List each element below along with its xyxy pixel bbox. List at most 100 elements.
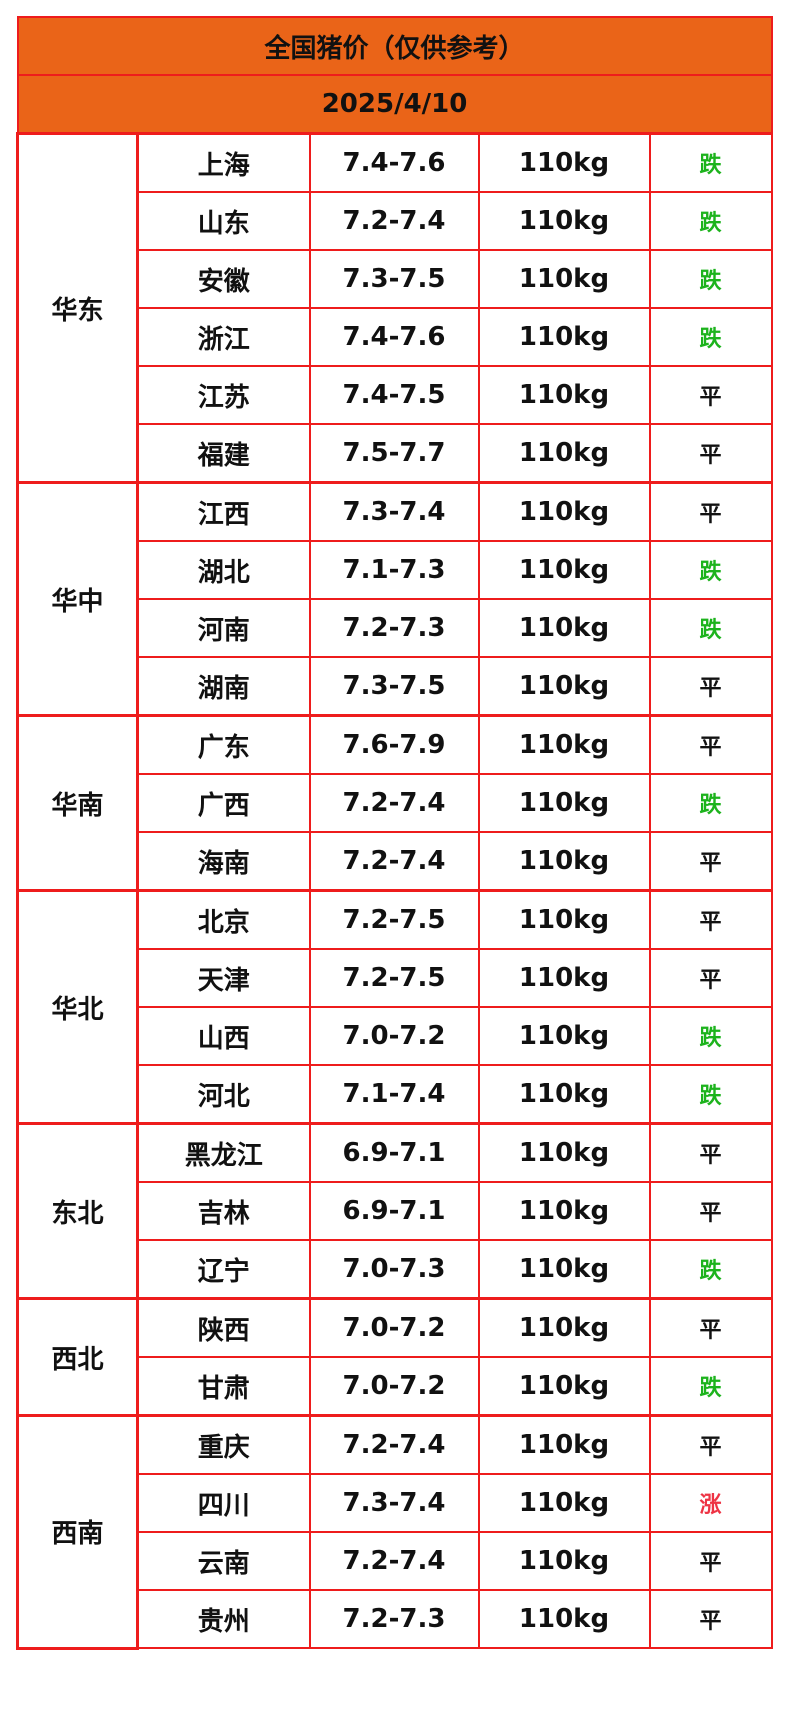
price: 7.1-7.4	[308, 1064, 480, 1125]
price: 7.5-7.7	[308, 423, 480, 484]
table-row: 河南 7.2-7.3 110kg 跌	[18, 598, 773, 658]
province: 浙江	[136, 307, 311, 367]
trend: 平	[648, 1589, 773, 1649]
province: 上海	[136, 132, 311, 193]
trend: 跌	[648, 1006, 773, 1066]
trend: 平	[648, 365, 773, 425]
province: 云南	[136, 1531, 311, 1591]
table-row: 湖北 7.1-7.3 110kg 跌	[18, 540, 773, 600]
price: 7.3-7.4	[308, 1473, 480, 1533]
weight: 110kg	[477, 1356, 651, 1417]
table-row: 华北 北京 7.2-7.5 110kg 平	[16, 889, 773, 1125]
price: 7.0-7.2	[308, 1297, 480, 1358]
table-row: 天津 7.2-7.5 110kg 平	[18, 948, 773, 1008]
trend: 涨	[648, 1473, 773, 1533]
weight: 110kg	[477, 1239, 651, 1300]
table-row: 广西 7.2-7.4 110kg 跌	[18, 773, 773, 833]
weight: 110kg	[477, 1006, 651, 1066]
region-name: 华南	[16, 714, 139, 892]
table-row: 海南 7.2-7.4 110kg 平	[18, 831, 773, 892]
price: 7.6-7.9	[308, 714, 480, 775]
weight: 110kg	[477, 191, 651, 251]
region-name: 西南	[16, 1414, 139, 1650]
province: 安徽	[136, 249, 311, 309]
trend: 平	[648, 1122, 773, 1183]
price: 7.2-7.3	[308, 598, 480, 658]
province: 天津	[136, 948, 311, 1008]
table-row: 华中 江西 7.3-7.4 110kg 平	[16, 481, 773, 717]
trend: 跌	[648, 1356, 773, 1417]
price: 7.0-7.2	[308, 1006, 480, 1066]
weight: 110kg	[477, 423, 651, 484]
weight: 110kg	[477, 540, 651, 600]
weight: 110kg	[477, 889, 651, 950]
price-table: 全国猪价（仅供参考） 2025/4/10 华东 上海 7.4-7.6 110kg 跌山东…	[16, 16, 773, 1650]
trend: 平	[648, 714, 773, 775]
price: 7.3-7.4	[308, 481, 480, 542]
province: 辽宁	[136, 1239, 311, 1300]
table-row: 辽宁 7.0-7.3 110kg 跌	[18, 1239, 773, 1300]
table-row: 华南 广东 7.6-7.9 110kg 平	[16, 714, 773, 892]
trend: 平	[648, 481, 773, 542]
province: 河南	[136, 598, 311, 658]
weight: 110kg	[477, 365, 651, 425]
weight: 110kg	[477, 714, 651, 775]
province: 江苏	[136, 365, 311, 425]
price: 7.4-7.6	[308, 132, 480, 193]
trend: 平	[648, 1531, 773, 1591]
price: 7.2-7.4	[308, 191, 480, 251]
trend: 跌	[648, 1064, 773, 1125]
trend: 跌	[648, 773, 773, 833]
province: 重庆	[136, 1414, 311, 1475]
weight: 110kg	[477, 307, 651, 367]
price: 7.4-7.6	[308, 307, 480, 367]
weight: 110kg	[477, 481, 651, 542]
trend: 跌	[648, 1239, 773, 1300]
table-row: 四川 7.3-7.4 110kg 涨	[18, 1473, 773, 1533]
region-name: 华东	[16, 132, 139, 484]
table-row: 江苏 7.4-7.5 110kg 平	[18, 365, 773, 425]
region-name: 东北	[16, 1122, 139, 1300]
weight: 110kg	[477, 948, 651, 1008]
province: 河北	[136, 1064, 311, 1125]
table-row: 河北 7.1-7.4 110kg 跌	[18, 1064, 773, 1125]
province: 四川	[136, 1473, 311, 1533]
region-name: 华北	[16, 889, 139, 1125]
trend: 跌	[648, 307, 773, 367]
trend: 跌	[648, 191, 773, 251]
price: 7.3-7.5	[308, 249, 480, 309]
table-row: 山东 7.2-7.4 110kg 跌	[18, 191, 773, 251]
region-name: 西北	[16, 1297, 139, 1417]
province: 福建	[136, 423, 311, 484]
price: 7.1-7.3	[308, 540, 480, 600]
weight: 110kg	[477, 1064, 651, 1125]
weight: 110kg	[477, 598, 651, 658]
price: 7.2-7.4	[308, 831, 480, 892]
trend: 平	[648, 889, 773, 950]
province: 江西	[136, 481, 311, 542]
date: 2025/4/10	[16, 74, 773, 135]
price: 7.0-7.2	[308, 1356, 480, 1417]
province: 湖南	[136, 656, 311, 717]
price: 7.2-7.4	[308, 1414, 480, 1475]
trend: 平	[648, 831, 773, 892]
table-body: 全国猪价（仅供参考） 2025/4/10 华东 上海 7.4-7.6 110kg 跌山东…	[16, 16, 773, 1650]
table-row: 西南 重庆 7.2-7.4 110kg 平	[16, 1414, 773, 1650]
price: 7.2-7.5	[308, 889, 480, 950]
weight: 110kg	[477, 1414, 651, 1475]
trend: 跌	[648, 249, 773, 309]
table-row: 湖南 7.3-7.5 110kg 平	[18, 656, 773, 717]
weight: 110kg	[477, 1473, 651, 1533]
trend: 平	[648, 1181, 773, 1241]
price: 6.9-7.1	[308, 1122, 480, 1183]
price: 7.2-7.4	[308, 1531, 480, 1591]
weight: 110kg	[477, 1181, 651, 1241]
weight: 110kg	[477, 656, 651, 717]
table-row: 东北 黑龙江 6.9-7.1 110kg 平	[16, 1122, 773, 1300]
province: 湖北	[136, 540, 311, 600]
table-row: 福建 7.5-7.7 110kg 平	[18, 423, 773, 484]
title-row: 全国猪价（仅供参考）	[16, 16, 773, 76]
province: 北京	[136, 889, 311, 950]
province: 广东	[136, 714, 311, 775]
